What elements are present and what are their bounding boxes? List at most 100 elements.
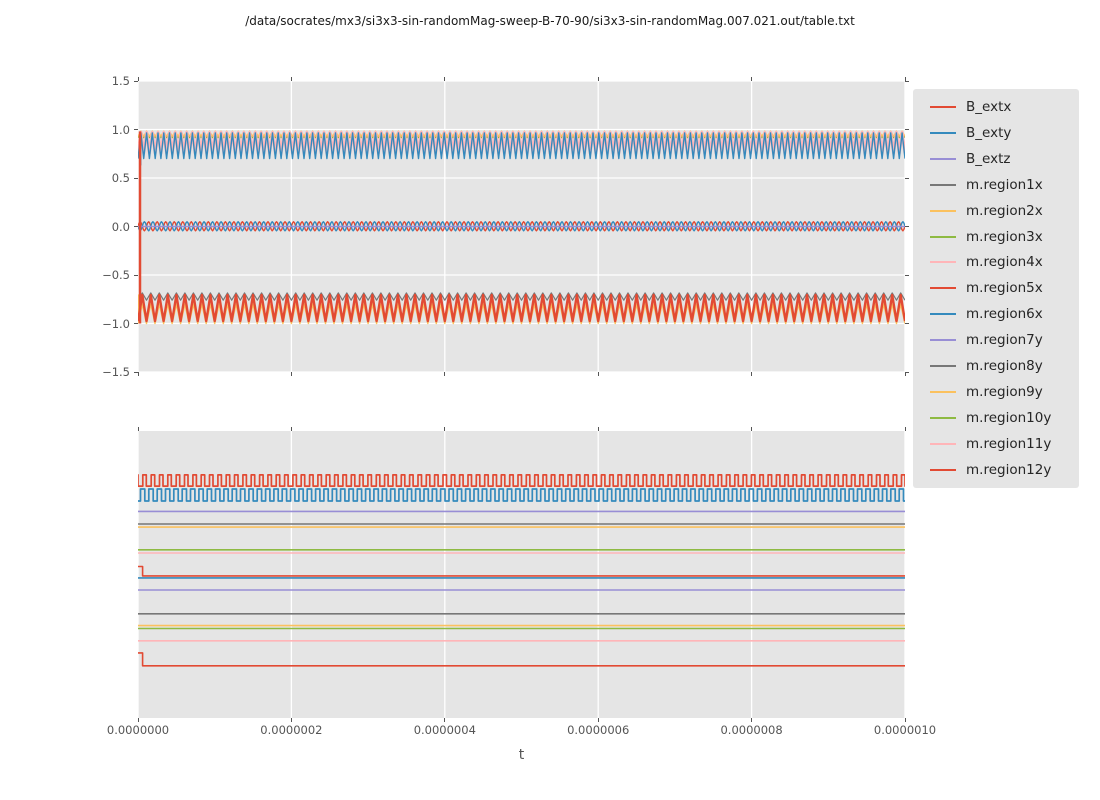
series-m.region12y [138,652,905,667]
tick-mark [597,427,599,431]
tick-mark [137,77,139,81]
y-tick-label: −1.5 [102,365,130,379]
legend-line-sample [930,157,956,160]
tick-mark [905,177,909,179]
tick-mark [290,372,292,376]
y-tick-label: 1.0 [111,122,130,137]
legend-item: m.region5x [913,276,1079,300]
legend-item: B_extx [913,95,1079,119]
legend-line-sample [930,209,956,212]
bottom-plot-canvas [138,431,905,718]
x-tick-label: 0.0000008 [720,723,783,737]
y-tick-label: −0.5 [102,268,130,282]
legend: B_extx B_exty B_extz m.region1x m.region2x m.… [913,89,1079,488]
tick-mark [134,323,138,324]
series-m.region5x [138,293,905,323]
tick-mark [444,372,446,376]
legend-label: m.region3x [966,228,1043,245]
legend-label: m.region6x [966,306,1043,323]
legend-item: m.region10y [913,406,1079,430]
legend-label: B_extx [966,98,1012,115]
legend-line-sample [930,183,956,186]
tick-mark [905,274,909,276]
y-tick-label: 0.0 [111,219,130,234]
legend-label: m.region11y [966,435,1052,452]
legend-line-sample [930,261,956,264]
tick-mark [904,718,906,722]
legend-label: m.region7y [966,332,1043,349]
legend-line-sample [930,391,956,394]
legend-line-sample [930,235,956,238]
tick-mark [905,323,909,324]
tick-mark [137,372,139,376]
tick-mark [904,372,906,376]
legend-label: m.region4x [966,254,1043,271]
legend-item: B_exty [913,121,1079,145]
series-m.region2x-upper [138,130,905,137]
y-tick-label: 0.5 [111,171,130,185]
tick-mark [444,427,446,431]
legend-label: m.region5x [966,280,1043,297]
figure-title: /data/socrates/mx3/si3x3-sin-randomMag-s… [245,14,855,28]
tick-mark [134,371,138,373]
legend-line-sample [930,442,956,445]
legend-label: m.region8y [966,358,1043,375]
legend-item: m.region1x [913,173,1079,197]
x-axis-label: t [518,747,525,763]
tick-mark [444,77,446,81]
tick-mark [290,77,292,81]
x-tick-label: 0.0000010 [873,723,937,737]
tick-mark [905,371,909,373]
y-tick-label: −1.0 [102,316,130,331]
x-tick-label: 0.0000000 [106,723,170,737]
legend-line-sample [930,365,956,368]
tick-mark [751,718,753,722]
tick-mark [134,177,138,179]
x-tick-label: 0.0000002 [260,723,323,737]
legend-item: m.region7y [913,328,1079,352]
series-m.region5x [138,565,905,577]
legend-line-sample [930,339,956,342]
series-m.region1x [138,292,905,301]
tick-mark [905,129,909,130]
top-axes [138,81,905,372]
legend-item: m.region3x [913,225,1079,249]
legend-line-sample [930,105,956,108]
legend-line-sample [930,131,956,134]
x-tick-label: 0.0000004 [413,723,476,737]
tick-mark [134,129,138,130]
legend-label: m.region10y [966,410,1052,427]
tick-mark [751,427,753,431]
tick-mark [904,427,906,431]
legend-label: B_exty [966,124,1012,141]
legend-item: m.region4x [913,250,1079,274]
tick-mark [137,427,139,431]
legend-item: m.region6x [913,302,1079,326]
top-plot-canvas [138,81,905,372]
legend-item: m.region9y [913,380,1079,404]
legend-item: B_extz [913,147,1079,171]
tick-mark [751,77,753,81]
tick-mark [905,80,909,82]
legend-label: m.region9y [966,384,1043,401]
series-m.region2x-lower [138,303,905,325]
tick-mark [444,718,446,722]
legend-item: m.region11y [913,432,1079,456]
tick-mark [137,718,139,722]
legend-line-sample [930,417,956,420]
tick-mark [290,427,292,431]
tick-mark [134,274,138,276]
tick-mark [905,226,909,227]
tick-mark [290,718,292,722]
series-m.region6x [138,132,905,160]
series-B_exty [138,488,905,502]
y-tick-label: 1.5 [111,74,130,88]
legend-label: B_extz [966,150,1011,167]
legend-item: m.region12y [913,458,1079,482]
tick-mark [134,80,138,82]
tick-mark [597,77,599,81]
legend-item: m.region8y [913,354,1079,378]
tick-mark [597,718,599,722]
legend-line-sample [930,313,956,316]
